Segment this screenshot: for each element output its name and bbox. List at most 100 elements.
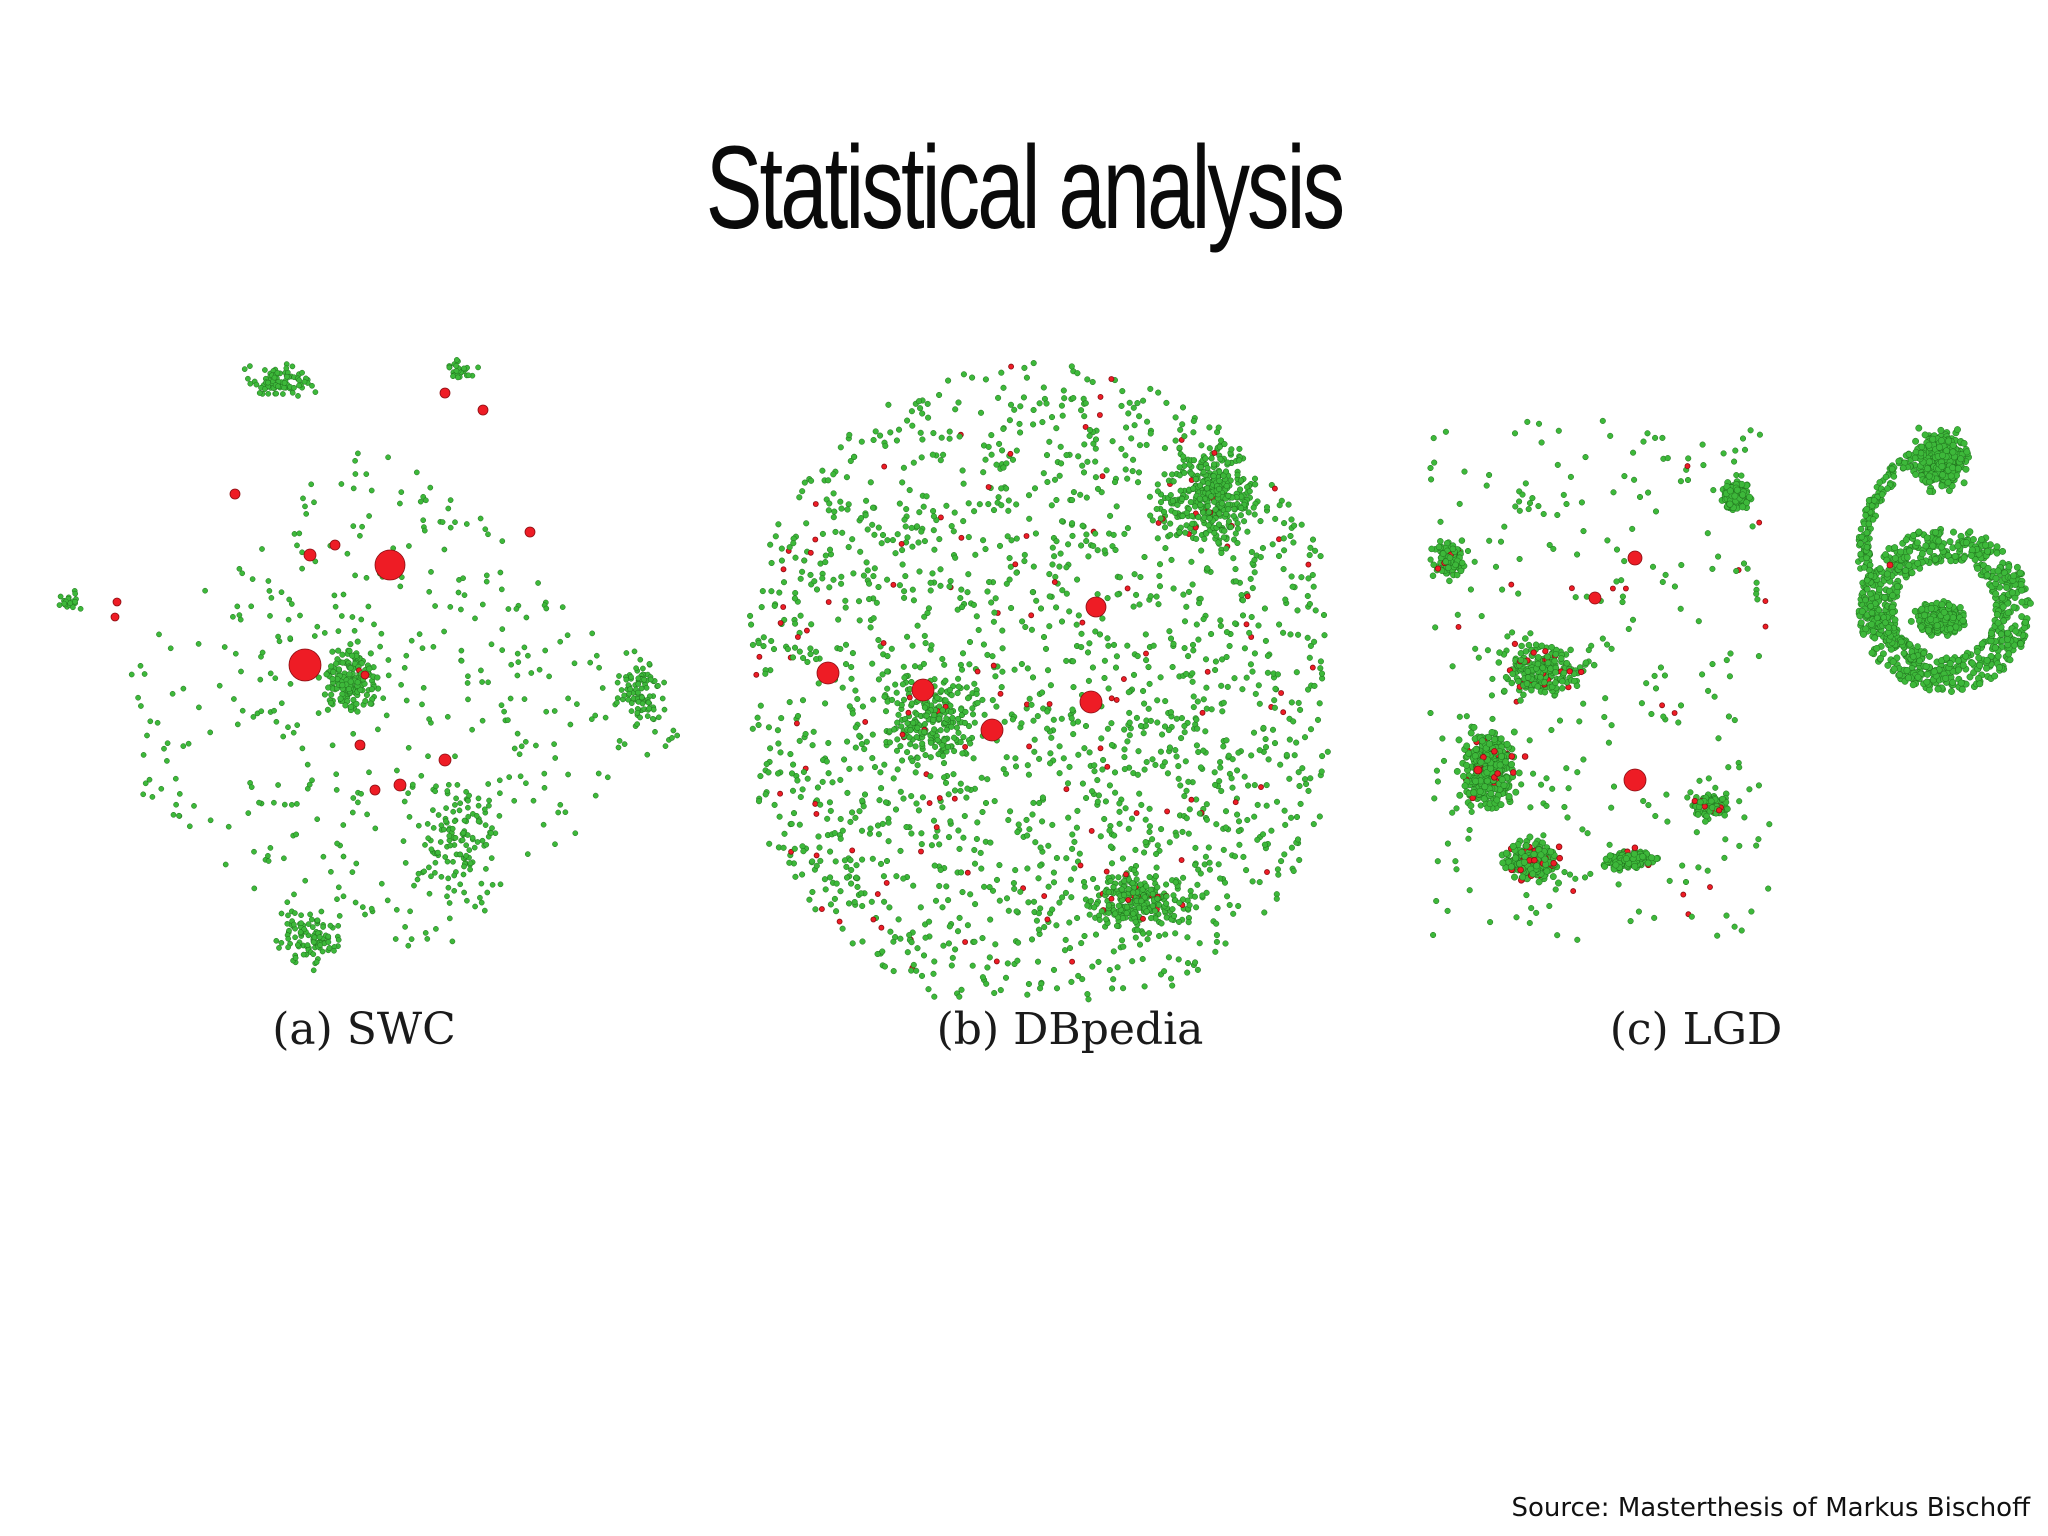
graph-node [970, 755, 977, 762]
graph-node [1193, 742, 1200, 749]
central-node [1108, 895, 1115, 902]
central-node [1680, 891, 1687, 898]
graph-node [483, 572, 490, 579]
graph-node [1025, 492, 1033, 499]
graph-node [245, 810, 252, 816]
graph-node [446, 833, 453, 839]
graph-node [1092, 474, 1099, 481]
graph-node [1206, 445, 1213, 452]
graph-node [958, 586, 965, 593]
graph-node [1003, 895, 1011, 902]
graph-node [316, 934, 323, 941]
graph-node [1169, 663, 1176, 671]
graph-node [1208, 706, 1215, 713]
central-node [777, 790, 784, 797]
graph-node [1456, 500, 1463, 507]
graph-node [869, 755, 876, 762]
graph-node [1126, 709, 1133, 716]
graph-node [998, 369, 1005, 376]
graph-node [309, 382, 315, 389]
graph-node [941, 774, 948, 781]
graph-node [897, 847, 904, 854]
graph-node [1211, 769, 1218, 776]
graph-node [912, 769, 919, 776]
graph-node [1203, 530, 1210, 537]
graph-node [557, 638, 564, 645]
graph-node [1629, 616, 1637, 623]
graph-node [939, 707, 946, 714]
graph-node [426, 864, 432, 871]
central-node [756, 653, 763, 660]
graph-node [893, 747, 901, 754]
graph-node [469, 834, 476, 841]
graph-node [760, 643, 767, 650]
graph-node [1182, 758, 1189, 765]
graph-node [1535, 503, 1542, 510]
graph-node [1754, 596, 1761, 603]
graph-node [821, 876, 828, 883]
graph-node [1002, 770, 1010, 777]
graph-node [1031, 485, 1039, 492]
graph-node [310, 967, 317, 974]
graph-node [921, 728, 928, 736]
graph-node [525, 652, 531, 659]
graph-node [461, 817, 468, 824]
graph-node [870, 696, 877, 703]
graph-node [483, 578, 490, 585]
graph-node [937, 727, 944, 734]
graph-node [1631, 862, 1639, 870]
graph-node [819, 778, 826, 785]
graph-node [1133, 714, 1140, 721]
graph-node [889, 537, 896, 544]
graph-node [931, 958, 938, 965]
graph-node [1056, 563, 1063, 570]
graph-node [1243, 674, 1250, 681]
graph-node [415, 870, 422, 877]
graph-node [453, 367, 460, 374]
graph-node [1526, 737, 1533, 744]
graph-node [1259, 544, 1266, 552]
graph-node [302, 877, 309, 884]
graph-node [770, 646, 778, 653]
graph-node [909, 586, 916, 593]
graph-node [859, 797, 866, 804]
graph-node [940, 760, 948, 767]
graph-node [1481, 783, 1489, 791]
graph-node [1084, 991, 1091, 998]
graph-node [1075, 751, 1082, 758]
graph-node [426, 588, 433, 595]
central-node [1511, 640, 1519, 647]
graph-node [1157, 674, 1164, 681]
central-node [937, 514, 944, 521]
graph-node [137, 662, 144, 669]
graph-node [1606, 852, 1614, 860]
graph-node [485, 531, 491, 538]
graph-node [910, 459, 917, 466]
graph-node [1444, 907, 1451, 914]
central-node [812, 800, 819, 807]
graph-node [879, 948, 886, 955]
graph-node [273, 390, 280, 397]
graph-node [1212, 658, 1219, 665]
graph-node [1192, 959, 1199, 966]
graph-node [266, 588, 273, 594]
graph-node [1439, 735, 1446, 742]
graph-node [1516, 507, 1523, 514]
graph-node [1154, 719, 1161, 726]
graph-node [402, 924, 408, 930]
graph-node [830, 490, 837, 497]
graph-node [1528, 905, 1535, 912]
graph-node [1548, 726, 1555, 734]
graph-node [908, 793, 915, 800]
central-node [1051, 579, 1058, 586]
graph-node [1205, 509, 1213, 516]
graph-node [990, 618, 997, 625]
graph-node [1304, 634, 1311, 641]
graph-node [1091, 768, 1098, 775]
graph-node [768, 637, 775, 645]
central-node [1243, 621, 1250, 628]
graph-node [1269, 726, 1277, 733]
graph-node [871, 531, 878, 538]
graph-node [960, 518, 967, 525]
central-node [881, 463, 888, 470]
